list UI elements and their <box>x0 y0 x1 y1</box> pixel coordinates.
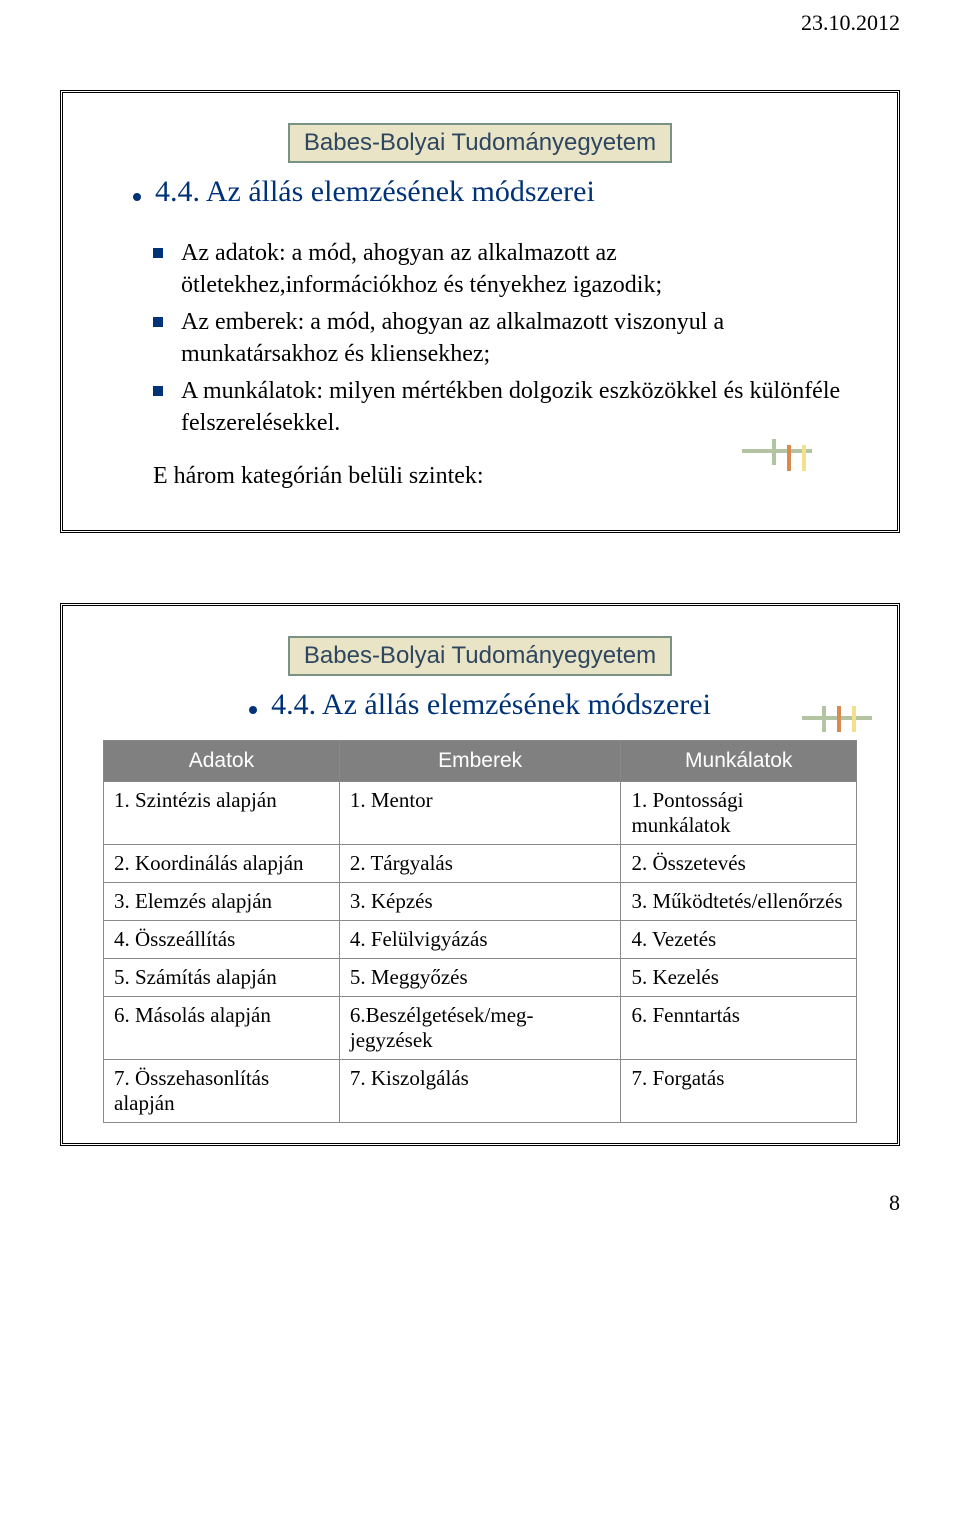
page-number: 8 <box>889 1190 900 1216</box>
cell: 7. Kiszolgálás <box>339 1060 621 1123</box>
cell: 7. Összehasonlítás alapján <box>104 1060 340 1123</box>
col-header: Adatok <box>104 741 340 782</box>
cell: 5. Meggyőzés <box>339 959 621 997</box>
title-bullet-icon <box>133 193 141 201</box>
title-bullet-icon <box>249 706 257 714</box>
deco-line <box>787 445 791 471</box>
list-item: A munkálatok: milyen mértékben dolgozik … <box>153 375 857 440</box>
cell: 2. Koordinálás alapján <box>104 845 340 883</box>
cell: 2. Tárgyalás <box>339 845 621 883</box>
cell: 1. Mentor <box>339 782 621 845</box>
deco-line <box>822 706 826 732</box>
deco-line <box>802 445 806 471</box>
list-item: Az adatok: a mód, ahogyan az alkalmazott… <box>153 237 857 302</box>
list-item: Az emberek: a mód, ahogyan az alkalmazot… <box>153 306 857 371</box>
cell: 4. Felülvigyázás <box>339 921 621 959</box>
cell: 1. Szintézis alapján <box>104 782 340 845</box>
cell: 6. Fenntartás <box>621 997 857 1060</box>
table-row: 5. Számítás alapján 5. Meggyőzés 5. Keze… <box>104 959 857 997</box>
page: 23.10.2012 Babes-Bolyai Tudományegyetem … <box>0 0 960 1226</box>
table-header-row: Adatok Emberek Munkálatok <box>104 741 857 782</box>
cell: 7. Forgatás <box>621 1060 857 1123</box>
col-header: Emberek <box>339 741 621 782</box>
table-row: 3. Elemzés alapján 3. Képzés 3. Működtet… <box>104 883 857 921</box>
cell: 4. Vezetés <box>621 921 857 959</box>
slide-2: Babes-Bolyai Tudományegyetem 4.4. Az áll… <box>60 603 900 1146</box>
cell: 6. Másolás alapján <box>104 997 340 1060</box>
decoration-icon <box>742 449 817 475</box>
bullet-text: Az adatok: a mód, ahogyan az alkalmazott… <box>181 237 857 302</box>
slide-1: Babes-Bolyai Tudományegyetem 4.4. Az áll… <box>60 90 900 533</box>
badge-university: Babes-Bolyai Tudományegyetem <box>288 123 672 163</box>
cell: 3. Képzés <box>339 883 621 921</box>
cell: 2. Összetevés <box>621 845 857 883</box>
bullet-text: Az emberek: a mód, ahogyan az alkalmazot… <box>181 306 857 371</box>
table-row: 4. Összeállítás 4. Felülvigyázás 4. Veze… <box>104 921 857 959</box>
deco-line <box>852 706 856 732</box>
col-header: Munkálatok <box>621 741 857 782</box>
cell: 1. Pontossági munkálatok <box>621 782 857 845</box>
square-bullet-icon <box>153 317 163 327</box>
table-row: 6. Másolás alapján 6.Beszélgetések/meg-j… <box>104 997 857 1060</box>
bullet-list: Az adatok: a mód, ahogyan az alkalmazott… <box>153 237 857 439</box>
cell: 3. Elemzés alapján <box>104 883 340 921</box>
cell: 4. Összeállítás <box>104 921 340 959</box>
table-row: 1. Szintézis alapján 1. Mentor 1. Pontos… <box>104 782 857 845</box>
header-date: 23.10.2012 <box>801 10 900 36</box>
deco-line <box>772 439 776 465</box>
badge-university: Babes-Bolyai Tudományegyetem <box>288 636 672 676</box>
cell: 5. Kezelés <box>621 959 857 997</box>
methods-table: Adatok Emberek Munkálatok 1. Szintézis a… <box>103 740 857 1123</box>
cell: 6.Beszélgetések/meg-jegyzések <box>339 997 621 1060</box>
cell: 5. Számítás alapján <box>104 959 340 997</box>
slide-title: 4.4. Az állás elemzésének módszerei <box>155 175 595 209</box>
square-bullet-icon <box>153 386 163 396</box>
slide-title: 4.4. Az állás elemzésének módszerei <box>271 688 711 722</box>
deco-line <box>837 706 841 732</box>
bullet-text: A munkálatok: milyen mértékben dolgozik … <box>181 375 857 440</box>
table-row: 2. Koordinálás alapján 2. Tárgyalás 2. Ö… <box>104 845 857 883</box>
decoration-icon <box>802 706 877 732</box>
square-bullet-icon <box>153 248 163 258</box>
cell: 3. Működtetés/ellenőrzés <box>621 883 857 921</box>
table-row: 7. Összehasonlítás alapján 7. Kiszolgálá… <box>104 1060 857 1123</box>
